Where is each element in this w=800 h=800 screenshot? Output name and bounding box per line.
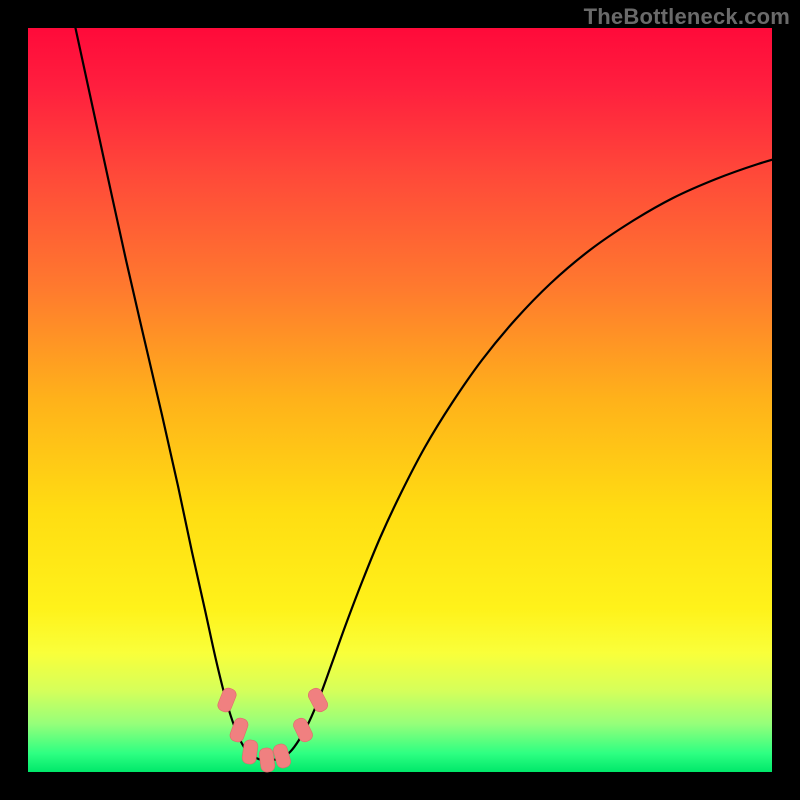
- plot-background: [28, 28, 772, 772]
- watermark-text: TheBottleneck.com: [584, 4, 790, 30]
- bottleneck-chart-svg: [0, 0, 800, 800]
- chart-container: TheBottleneck.com: [0, 0, 800, 800]
